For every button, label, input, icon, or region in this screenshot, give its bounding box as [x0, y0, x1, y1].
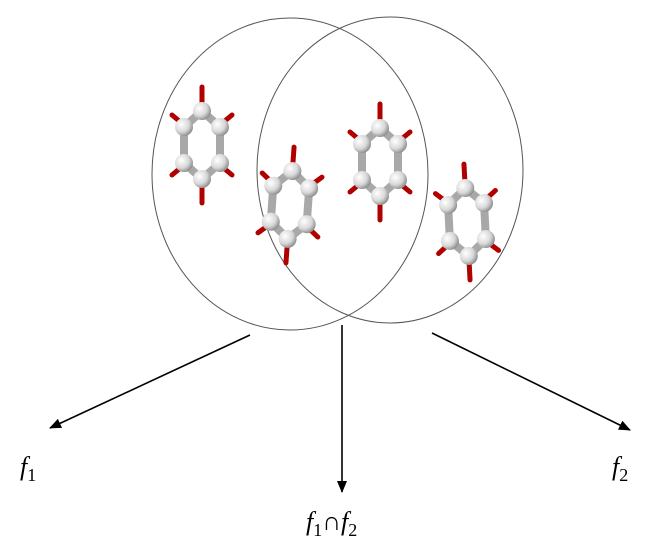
- index: 2: [619, 465, 628, 485]
- index: 1: [27, 465, 36, 485]
- molecule: [256, 145, 324, 265]
- molecule: [434, 163, 500, 282]
- label-f2: f2: [612, 452, 628, 485]
- label-intersection: f1∩f2: [306, 507, 357, 540]
- molecule: [350, 104, 410, 220]
- molecule: [172, 87, 232, 203]
- operator: ∩: [322, 507, 341, 536]
- diagram: f1 f2 f1∩f2: [0, 0, 650, 546]
- index: 2: [348, 520, 357, 540]
- label-f1: f1: [20, 452, 36, 485]
- index: 1: [313, 520, 322, 540]
- arrow: [432, 333, 630, 430]
- arrow: [50, 335, 250, 428]
